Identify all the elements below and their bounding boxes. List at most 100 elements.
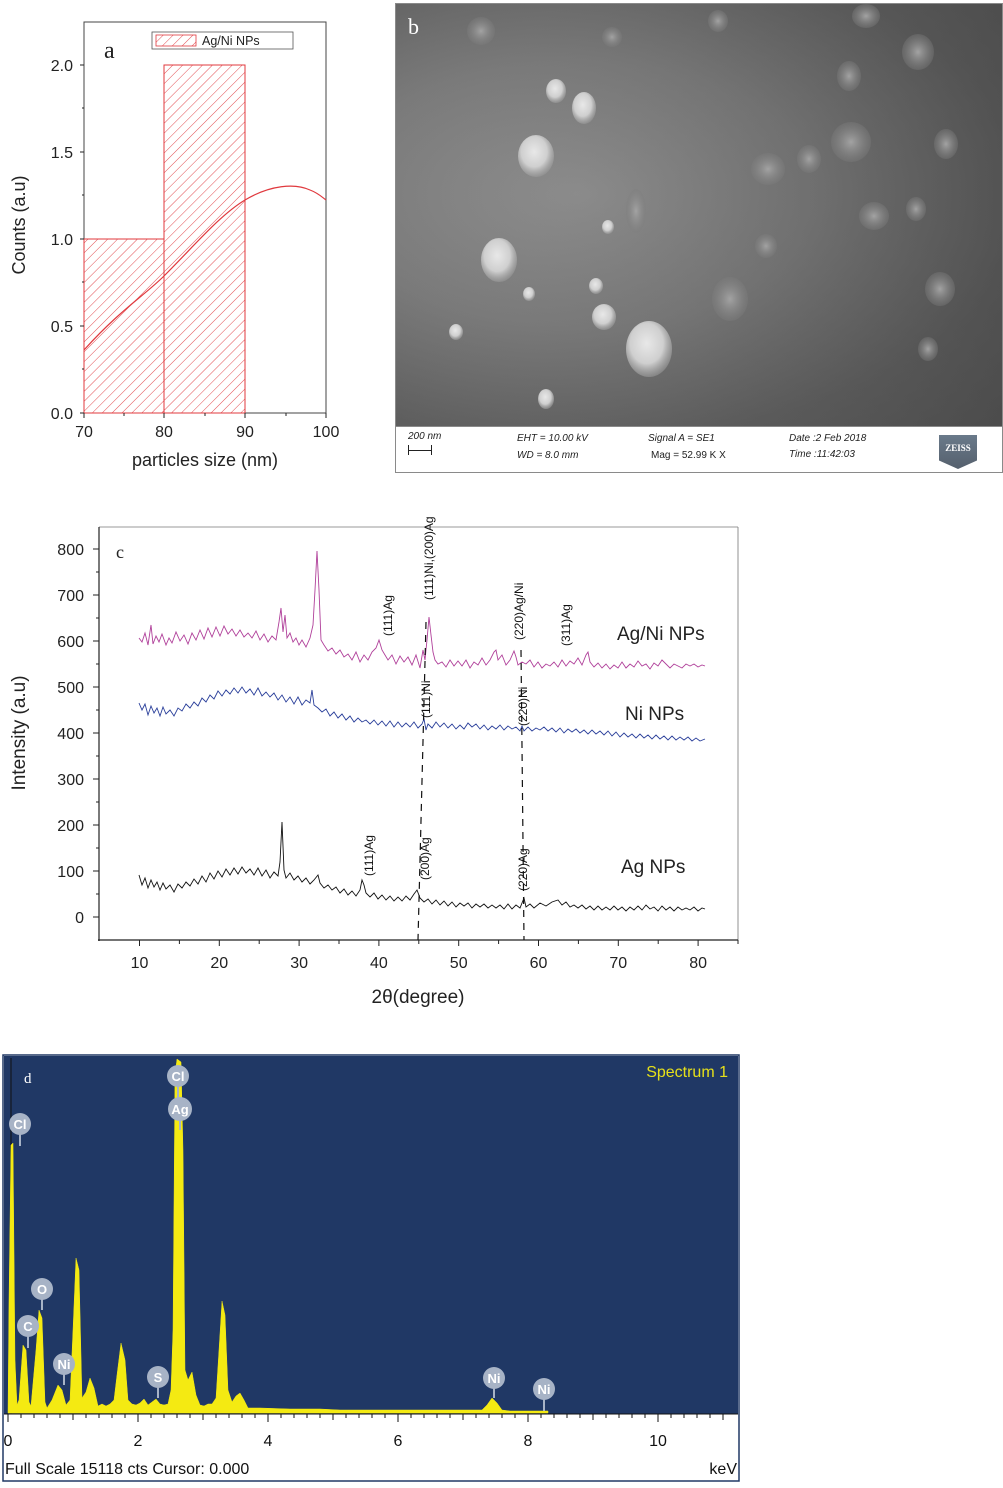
- element-marker-ni-low: Ni: [53, 1353, 75, 1385]
- histogram-bar-80-90: [163, 64, 246, 414]
- svg-text:6: 6: [394, 1433, 403, 1450]
- svg-text:(111)Ag: (111)Ag: [362, 835, 376, 876]
- histogram-chart: 0.0 0.5 1.0 1.5 2.0 70 80 90 100 particl…: [9, 21, 339, 470]
- svg-text:(220)Ag: (220)Ag: [516, 848, 530, 891]
- x-axis-ticks: [139, 940, 739, 946]
- element-marker-cl-left: Cl: [9, 1113, 31, 1146]
- x-axis-label: 2θ(degree): [372, 987, 465, 1008]
- element-markers: Cl Cl Ag O C Ni S Ni Ni: [9, 1065, 555, 1411]
- x-tick-labels: 0 2 4 6 8 10: [4, 1433, 667, 1450]
- svg-text:2: 2: [134, 1433, 143, 1450]
- svg-text:2.0: 2.0: [51, 58, 73, 75]
- svg-text:(111)Ni,(200)Ag: (111)Ni,(200)Ag: [422, 516, 436, 600]
- histogram-bar-70-80: [83, 238, 165, 414]
- svg-text:80: 80: [155, 424, 173, 441]
- peak-annotations: (111)Ag (111)Ni,(200)Ag (220)Ag/Ni (311)…: [362, 516, 573, 891]
- series-label-ni: Ni NPs: [625, 704, 684, 725]
- svg-text:(111)Ag: (111)Ag: [381, 595, 395, 636]
- svg-text:200: 200: [57, 818, 84, 835]
- element-marker-ni-high: Ni: [533, 1378, 555, 1411]
- zeiss-logo: ZEISS: [939, 435, 977, 469]
- eds-chart: 0 2 4 6 8 10 Full Scale 15118 cts Cursor…: [2, 1054, 740, 1482]
- svg-text:0.0: 0.0: [51, 406, 73, 423]
- y-tick-labels: 0 100 200 300 400 500 600 700 800: [57, 542, 84, 927]
- svg-text:C: C: [23, 1319, 33, 1334]
- wd-value: WD = 8.0 mm: [517, 450, 579, 461]
- svg-text:20: 20: [210, 955, 228, 972]
- svg-text:100: 100: [57, 864, 84, 881]
- panel-label-d: d: [24, 1071, 32, 1087]
- svg-text:Ni: Ni: [58, 1357, 71, 1372]
- y-axis-ticks: [80, 64, 327, 418]
- panel-d-eds-spectrum: 0 2 4 6 8 10 Full Scale 15118 cts Cursor…: [0, 1052, 742, 1483]
- x-tick-labels: 70 80 90 100: [75, 424, 339, 441]
- sem-particles: [396, 4, 1002, 426]
- svg-text:40: 40: [370, 955, 388, 972]
- series-labels: Ag/Ni NPs Ni NPs Ag NPs: [617, 624, 705, 878]
- svg-text:(311)Ag: (311)Ag: [559, 604, 573, 646]
- element-marker-cl-top: Cl: [167, 1065, 189, 1098]
- x-axis-unit: keV: [709, 1461, 737, 1478]
- svg-text:1.5: 1.5: [51, 145, 73, 162]
- svg-text:(220)Ag/Ni: (220)Ag/Ni: [512, 583, 526, 640]
- panel-label-c: c: [116, 542, 124, 562]
- panel-c-xrd-chart: 0 100 200 300 400 500 600 700 800 10 20 …: [0, 500, 760, 1020]
- svg-text:60: 60: [530, 955, 548, 972]
- svg-text:Ni: Ni: [488, 1371, 501, 1386]
- svg-text:300: 300: [57, 772, 84, 789]
- svg-text:Cl: Cl: [14, 1117, 27, 1132]
- element-marker-ag: Ag: [168, 1097, 192, 1130]
- sem-image: b: [395, 3, 1003, 427]
- svg-text:700: 700: [57, 588, 84, 605]
- svg-text:(200)Ag: (200)Ag: [418, 837, 432, 880]
- svg-text:90: 90: [236, 424, 254, 441]
- series-ni-nps: [138, 686, 706, 742]
- y-tick-labels: 0.0 0.5 1.0 1.5 2.0: [51, 58, 73, 423]
- element-marker-ni-mid: Ni: [483, 1367, 505, 1398]
- spectrum-label: Spectrum 1: [646, 1064, 728, 1081]
- eds-plot-area: [4, 1056, 738, 1414]
- svg-text:Ni: Ni: [538, 1382, 551, 1397]
- element-marker-o: O: [31, 1278, 53, 1310]
- dashed-reference-line-45: [417, 621, 427, 941]
- svg-text:600: 600: [57, 634, 84, 651]
- svg-text:0: 0: [75, 910, 84, 927]
- eht-value: EHT = 10.00 kV: [517, 433, 588, 444]
- mag-value: Mag = 52.99 K X: [651, 450, 726, 461]
- element-marker-s: S: [147, 1366, 169, 1398]
- svg-text:Ag: Ag: [171, 1102, 188, 1117]
- signal-value: Signal A = SE1: [648, 433, 715, 444]
- svg-text:S: S: [154, 1370, 163, 1385]
- sem-info-bar: 200 nm EHT = 10.00 kV WD = 8.0 mm Signal…: [395, 426, 1003, 473]
- svg-text:50: 50: [450, 955, 468, 972]
- svg-text:4: 4: [264, 1433, 273, 1450]
- svg-text:800: 800: [57, 542, 84, 559]
- legend-swatch: [155, 34, 197, 47]
- x-axis-label: particles size (nm): [132, 450, 278, 470]
- y-axis-ticks: [93, 548, 99, 918]
- panel-b-sem-micrograph: b 200 nm EHT = 10.00 kV WD = 8.0 mm Sign…: [395, 3, 1003, 473]
- svg-text:0: 0: [4, 1433, 13, 1450]
- svg-text:30: 30: [290, 955, 308, 972]
- svg-text:0.5: 0.5: [51, 319, 73, 336]
- svg-text:O: O: [37, 1282, 47, 1297]
- svg-text:70: 70: [75, 424, 93, 441]
- svg-text:70: 70: [609, 955, 627, 972]
- svg-text:400: 400: [57, 726, 84, 743]
- series-label-agni: Ag/Ni NPs: [617, 624, 705, 645]
- series-ag-nps: [138, 821, 706, 912]
- y-axis-label: Intensity (a.u): [9, 675, 30, 790]
- legend: Ag/Ni NPs: [151, 31, 294, 50]
- svg-text:100: 100: [313, 424, 340, 441]
- xrd-chart: 0 100 200 300 400 500 600 700 800 10 20 …: [9, 516, 739, 1008]
- x-axis-ticks: [7, 1414, 724, 1422]
- panel-label-b: b: [408, 14, 419, 39]
- svg-text:10: 10: [649, 1433, 667, 1450]
- time-value: Time :11:42:03: [789, 449, 855, 460]
- svg-text:(111)Ni: (111)Ni: [419, 680, 433, 718]
- dashed-reference-line-58: [520, 649, 525, 941]
- svg-text:1.0: 1.0: [51, 232, 73, 249]
- date-value: Date :2 Feb 2018: [789, 433, 867, 444]
- legend-label: Ag/Ni NPs: [202, 34, 260, 48]
- status-line: Full Scale 15118 cts Cursor: 0.000: [5, 1461, 249, 1478]
